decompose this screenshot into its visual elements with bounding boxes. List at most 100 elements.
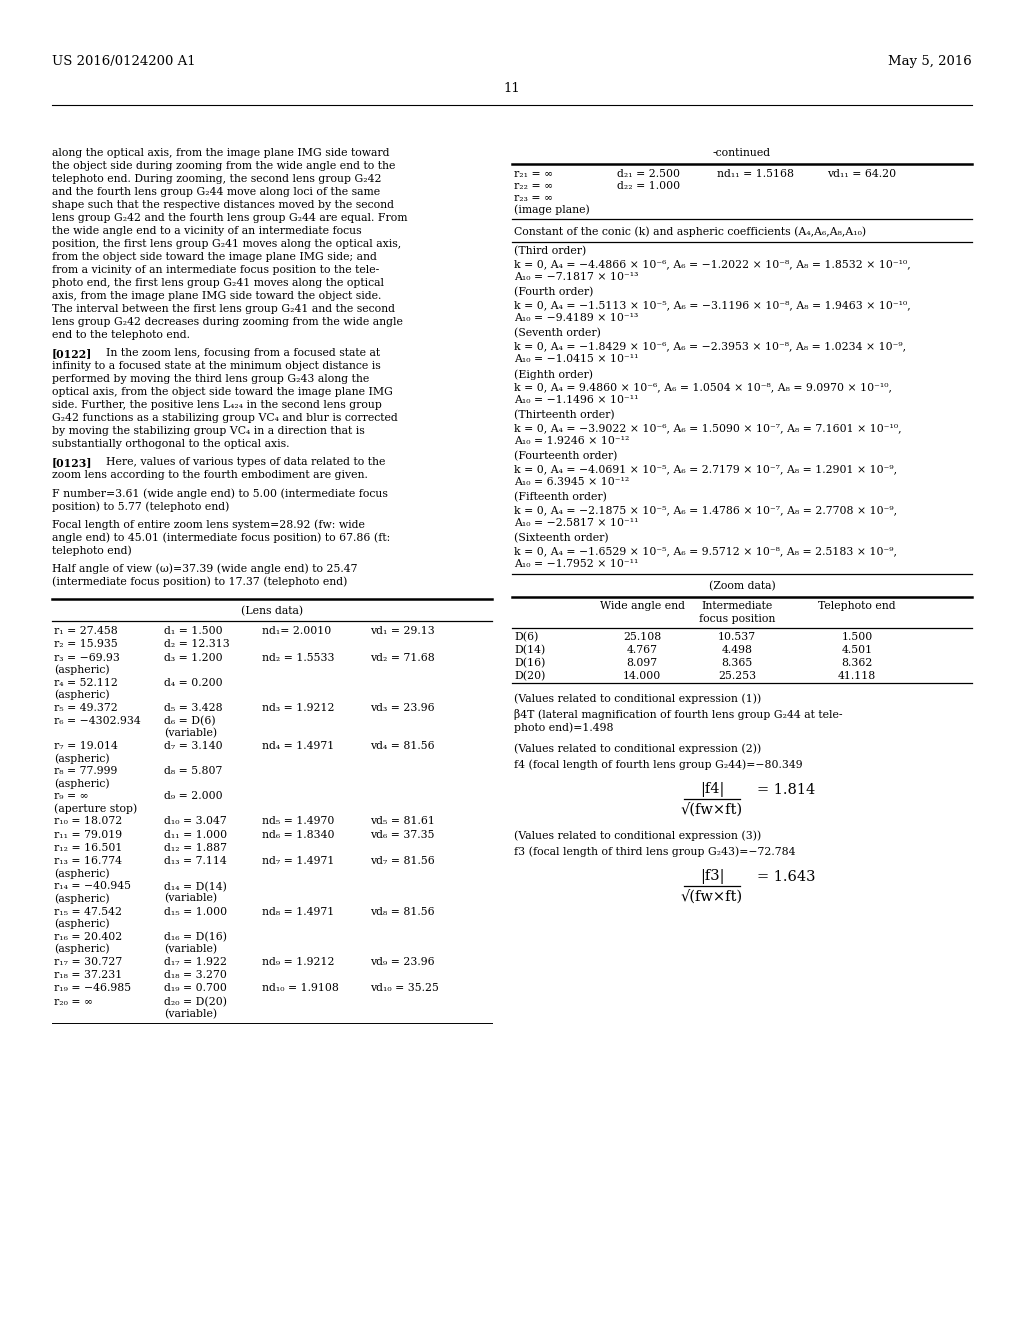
Text: r₁₅ = 47.542: r₁₅ = 47.542 xyxy=(54,907,122,916)
Text: f3 (focal length of third lens group G₂43)=−72.784: f3 (focal length of third lens group G₂4… xyxy=(514,846,796,857)
Text: 10.537: 10.537 xyxy=(718,632,756,643)
Text: vd₆ = 37.35: vd₆ = 37.35 xyxy=(370,830,434,840)
Text: the object side during zooming from the wide angle end to the: the object side during zooming from the … xyxy=(52,161,395,172)
Text: 25.108: 25.108 xyxy=(623,632,662,643)
Text: d₁₂ = 1.887: d₁₂ = 1.887 xyxy=(164,843,227,853)
Text: k = 0, A₄ = −4.4866 × 10⁻⁶, A₆ = −1.2022 × 10⁻⁸, A₈ = 1.8532 × 10⁻¹⁰,: k = 0, A₄ = −4.4866 × 10⁻⁶, A₆ = −1.2022… xyxy=(514,259,910,269)
Text: nd₂ = 1.5533: nd₂ = 1.5533 xyxy=(262,652,335,663)
Text: nd₃ = 1.9212: nd₃ = 1.9212 xyxy=(262,702,335,713)
Text: -continued: -continued xyxy=(713,148,771,158)
Text: d₁₃ = 7.114: d₁₃ = 7.114 xyxy=(164,857,226,866)
Text: |f3|: |f3| xyxy=(699,870,724,884)
Text: A₁₀ = −7.1817 × 10⁻¹³: A₁₀ = −7.1817 × 10⁻¹³ xyxy=(514,272,638,282)
Text: US 2016/0124200 A1: US 2016/0124200 A1 xyxy=(52,55,196,69)
Text: (Third order): (Third order) xyxy=(514,247,587,256)
Text: A₁₀ = 6.3945 × 10⁻¹²: A₁₀ = 6.3945 × 10⁻¹² xyxy=(514,478,630,487)
Text: photo end)=1.498: photo end)=1.498 xyxy=(514,722,613,733)
Text: r₂₀ = ∞: r₂₀ = ∞ xyxy=(54,997,93,1007)
Text: Constant of the conic (k) and aspheric coefficients (A₄,A₆,A₈,A₁₀): Constant of the conic (k) and aspheric c… xyxy=(514,226,866,236)
Text: (variable): (variable) xyxy=(164,1008,217,1019)
Text: angle end) to 45.01 (intermediate focus position) to 67.86 (ft:: angle end) to 45.01 (intermediate focus … xyxy=(52,532,390,543)
Text: position, the first lens group G₂41 moves along the optical axis,: position, the first lens group G₂41 move… xyxy=(52,239,401,249)
Text: nd₅ = 1.4970: nd₅ = 1.4970 xyxy=(262,817,335,826)
Text: (aperture stop): (aperture stop) xyxy=(54,803,137,813)
Text: Here, values of various types of data related to the: Here, values of various types of data re… xyxy=(92,457,385,467)
Text: 4.767: 4.767 xyxy=(627,645,657,655)
Text: r₃ = −69.93: r₃ = −69.93 xyxy=(54,652,120,663)
Text: d₁₀ = 3.047: d₁₀ = 3.047 xyxy=(164,817,226,826)
Text: zoom lens according to the fourth embodiment are given.: zoom lens according to the fourth embodi… xyxy=(52,470,368,480)
Text: k = 0, A₄ = 9.4860 × 10⁻⁶, A₆ = 1.0504 × 10⁻⁸, A₈ = 9.0970 × 10⁻¹⁰,: k = 0, A₄ = 9.4860 × 10⁻⁶, A₆ = 1.0504 ×… xyxy=(514,383,892,392)
Text: (aspheric): (aspheric) xyxy=(54,777,110,788)
Text: (Thirteenth order): (Thirteenth order) xyxy=(514,411,614,421)
Text: d₂₂ = 1.000: d₂₂ = 1.000 xyxy=(617,181,680,191)
Text: D(16): D(16) xyxy=(514,657,546,668)
Text: r₁₇ = 30.727: r₁₇ = 30.727 xyxy=(54,957,122,966)
Text: r₁₀ = 18.072: r₁₀ = 18.072 xyxy=(54,817,122,826)
Text: (image plane): (image plane) xyxy=(514,205,590,215)
Text: nd₇ = 1.4971: nd₇ = 1.4971 xyxy=(262,857,335,866)
Text: (variable): (variable) xyxy=(164,894,217,904)
Text: 4.501: 4.501 xyxy=(842,645,872,655)
Text: vd₁₁ = 64.20: vd₁₁ = 64.20 xyxy=(827,169,896,180)
Text: 14.000: 14.000 xyxy=(623,671,662,681)
Text: d₁ = 1.500: d₁ = 1.500 xyxy=(164,626,222,636)
Text: Focal length of entire zoom lens system=28.92 (fw: wide: Focal length of entire zoom lens system=… xyxy=(52,519,365,529)
Text: d₆ = D(6): d₆ = D(6) xyxy=(164,715,216,726)
Text: k = 0, A₄ = −3.9022 × 10⁻⁶, A₆ = 1.5090 × 10⁻⁷, A₈ = 7.1601 × 10⁻¹⁰,: k = 0, A₄ = −3.9022 × 10⁻⁶, A₆ = 1.5090 … xyxy=(514,424,901,433)
Text: [0122]: [0122] xyxy=(52,348,92,359)
Text: Wide angle end: Wide angle end xyxy=(599,601,684,611)
Text: (Values related to conditional expression (1)): (Values related to conditional expressio… xyxy=(514,693,761,704)
Text: (Seventh order): (Seventh order) xyxy=(514,329,601,338)
Text: vd₁ = 29.13: vd₁ = 29.13 xyxy=(370,626,435,636)
Text: d₁₁ = 1.000: d₁₁ = 1.000 xyxy=(164,830,227,840)
Text: 41.118: 41.118 xyxy=(838,671,877,681)
Text: D(14): D(14) xyxy=(514,645,545,655)
Text: d₉ = 2.000: d₉ = 2.000 xyxy=(164,792,222,801)
Text: k = 0, A₄ = −4.0691 × 10⁻⁵, A₆ = 2.7179 × 10⁻⁷, A₈ = 1.2901 × 10⁻⁹,: k = 0, A₄ = −4.0691 × 10⁻⁵, A₆ = 2.7179 … xyxy=(514,465,897,474)
Text: and the fourth lens group G₂44 move along loci of the same: and the fourth lens group G₂44 move alon… xyxy=(52,187,380,197)
Text: from a vicinity of an intermediate focus position to the tele-: from a vicinity of an intermediate focus… xyxy=(52,265,379,275)
Text: r₂₁ = ∞: r₂₁ = ∞ xyxy=(514,169,553,180)
Text: vd₃ = 23.96: vd₃ = 23.96 xyxy=(370,702,434,713)
Text: (Fourteenth order): (Fourteenth order) xyxy=(514,451,617,462)
Text: 8.365: 8.365 xyxy=(721,657,753,668)
Text: Telephoto end: Telephoto end xyxy=(818,601,896,611)
Text: vd₉ = 23.96: vd₉ = 23.96 xyxy=(370,957,434,966)
Text: √(fw×ft): √(fw×ft) xyxy=(681,890,743,904)
Text: vd₂ = 71.68: vd₂ = 71.68 xyxy=(370,652,435,663)
Text: k = 0, A₄ = −1.5113 × 10⁻⁵, A₆ = −3.1196 × 10⁻⁸, A₈ = 1.9463 × 10⁻¹⁰,: k = 0, A₄ = −1.5113 × 10⁻⁵, A₆ = −3.1196… xyxy=(514,300,910,310)
Text: (intermediate focus position) to 17.37 (telephoto end): (intermediate focus position) to 17.37 (… xyxy=(52,576,347,586)
Text: (Sixteenth order): (Sixteenth order) xyxy=(514,533,608,544)
Text: d₂ = 12.313: d₂ = 12.313 xyxy=(164,639,229,649)
Text: k = 0, A₄ = −1.6529 × 10⁻⁵, A₆ = 9.5712 × 10⁻⁸, A₈ = 2.5183 × 10⁻⁹,: k = 0, A₄ = −1.6529 × 10⁻⁵, A₆ = 9.5712 … xyxy=(514,546,897,556)
Text: (aspheric): (aspheric) xyxy=(54,869,110,879)
Text: r₂₂ = ∞: r₂₂ = ∞ xyxy=(514,181,553,191)
Text: 25.253: 25.253 xyxy=(718,671,756,681)
Text: 4.498: 4.498 xyxy=(722,645,753,655)
Text: (aspheric): (aspheric) xyxy=(54,752,110,763)
Text: along the optical axis, from the image plane IMG side toward: along the optical axis, from the image p… xyxy=(52,148,389,158)
Text: vd₈ = 81.56: vd₈ = 81.56 xyxy=(370,907,434,916)
Text: (aspheric): (aspheric) xyxy=(54,894,110,904)
Text: d₈ = 5.807: d₈ = 5.807 xyxy=(164,767,222,776)
Text: nd₆ = 1.8340: nd₆ = 1.8340 xyxy=(262,830,335,840)
Text: A₁₀ = −9.4189 × 10⁻¹³: A₁₀ = −9.4189 × 10⁻¹³ xyxy=(514,313,638,323)
Text: r₁₆ = 20.402: r₁₆ = 20.402 xyxy=(54,932,122,941)
Text: D(20): D(20) xyxy=(514,671,546,681)
Text: d₄ = 0.200: d₄ = 0.200 xyxy=(164,677,222,688)
Text: telephoto end): telephoto end) xyxy=(52,545,132,556)
Text: |f4|: |f4| xyxy=(699,783,724,797)
Text: by moving the stabilizing group VC₄ in a direction that is: by moving the stabilizing group VC₄ in a… xyxy=(52,426,365,436)
Text: r₁₉ = −46.985: r₁₉ = −46.985 xyxy=(54,983,131,994)
Text: (Fourth order): (Fourth order) xyxy=(514,288,593,297)
Text: nd₁₁ = 1.5168: nd₁₁ = 1.5168 xyxy=(717,169,794,180)
Text: The interval between the first lens group G₂41 and the second: The interval between the first lens grou… xyxy=(52,304,395,314)
Text: lens group G₂42 decreases during zooming from the wide angle: lens group G₂42 decreases during zooming… xyxy=(52,317,402,327)
Text: d₂₁ = 2.500: d₂₁ = 2.500 xyxy=(617,169,680,180)
Text: substantially orthogonal to the optical axis.: substantially orthogonal to the optical … xyxy=(52,440,290,449)
Text: from the object side toward the image plane IMG side; and: from the object side toward the image pl… xyxy=(52,252,377,261)
Text: r₁₁ = 79.019: r₁₁ = 79.019 xyxy=(54,830,122,840)
Text: (Lens data): (Lens data) xyxy=(241,606,303,616)
Text: = 1.814: = 1.814 xyxy=(757,783,815,797)
